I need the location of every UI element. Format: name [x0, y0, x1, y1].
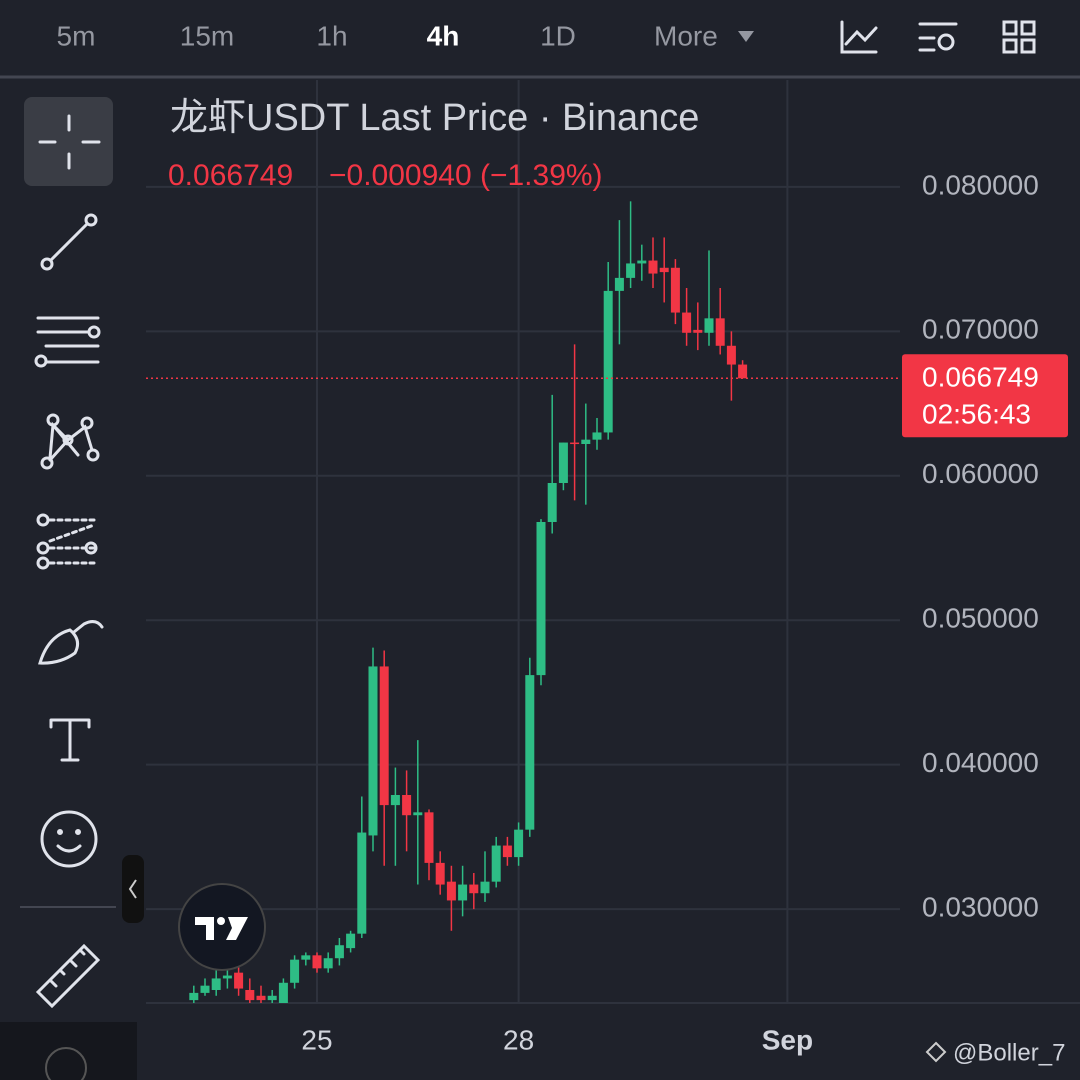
candle-body: [659, 267, 669, 273]
collapse-arrow: [128, 879, 137, 899]
candle-body: [738, 364, 748, 379]
tv-logo[interactable]: [178, 883, 266, 971]
candle-body: [514, 829, 524, 858]
more-caret: [738, 31, 754, 42]
fib-tool[interactable]: [36, 513, 98, 570]
x-tick-label: 28: [503, 1024, 534, 1055]
candle-body: [301, 955, 311, 960]
candle-body: [558, 442, 568, 483]
candle-body: [637, 260, 647, 264]
interval-tabs: 5m 15m 1h 4h 1D: [57, 20, 576, 51]
text-tool[interactable]: [49, 718, 91, 762]
candle-body: [211, 978, 221, 990]
last-price: 0.066749: [168, 159, 293, 192]
x-tick-label: 25: [301, 1024, 332, 1055]
y-tick-label: 0.050000: [922, 603, 1039, 634]
candle-body: [323, 958, 333, 969]
candle-body: [603, 290, 613, 433]
candle-body: [334, 945, 344, 959]
candle-body: [245, 990, 255, 1001]
candle-body: [402, 795, 412, 816]
candle-body: [592, 432, 602, 440]
y-tick-label: 0.060000: [922, 458, 1039, 489]
candle-body: [278, 982, 288, 1003]
candle-body: [726, 345, 736, 365]
emoji-tool[interactable]: [40, 810, 98, 868]
interval-tab[interactable]: 4h: [427, 20, 460, 51]
candle-body: [581, 439, 591, 444]
crosshair-tool-bg[interactable]: [24, 97, 113, 186]
candle-body: [357, 832, 367, 934]
ruler-tool[interactable]: [35, 943, 101, 1009]
candle-body: [458, 884, 468, 901]
candle-body: [200, 985, 210, 993]
candle-body: [715, 318, 725, 346]
y-tick-label: 0.070000: [922, 314, 1039, 345]
collapse-handle[interactable]: [122, 855, 144, 923]
candle-body: [502, 845, 512, 858]
candle-body: [435, 862, 445, 885]
x-tick-label: Sep: [762, 1024, 813, 1055]
price-tag-value: 0.066749: [922, 362, 1039, 393]
interval-tab[interactable]: 1h: [316, 20, 347, 51]
candle-body: [525, 675, 535, 830]
watermark: @Boller_7: [953, 1039, 1065, 1066]
interval-tab[interactable]: 15m: [180, 20, 234, 51]
candle-body: [267, 995, 277, 1001]
price-change: −0.000940 (−1.39%): [329, 159, 603, 192]
toolbar-footer: [0, 1022, 137, 1080]
chart: 25 28 Sep 0.030000 0.040000 0.050000 0.060000 0…: [146, 80, 1080, 1055]
tv-logo-mark: [195, 917, 248, 940]
indicators-icon[interactable]: [840, 20, 878, 54]
candle-body: [570, 442, 580, 445]
candle-body: [547, 483, 557, 522]
settings-icon[interactable]: [918, 22, 958, 52]
candle-body: [469, 884, 479, 894]
price-tag-countdown: 02:56:43: [922, 399, 1031, 430]
candle-body: [346, 933, 356, 949]
candle-body: [390, 795, 400, 806]
candle-body: [614, 277, 624, 291]
binance-icon: [925, 1041, 947, 1063]
chart-title: 龙虾USDT Last Price · Binance: [170, 97, 699, 139]
candle-body: [670, 267, 680, 313]
candle-body: [446, 881, 456, 901]
parallel-lines-tool[interactable]: [34, 316, 101, 368]
candle-body: [222, 975, 232, 979]
tv-logo-dot: [217, 917, 225, 925]
candle-body: [626, 263, 636, 278]
candle-body: [379, 666, 389, 806]
candle-body: [368, 666, 378, 836]
candle-body: [536, 522, 546, 676]
y-tick-label: 0.080000: [922, 169, 1039, 200]
candle-body: [704, 318, 714, 333]
pattern-tool[interactable]: [40, 413, 100, 470]
candle-body: [256, 995, 266, 1001]
trend-line-tool[interactable]: [40, 213, 98, 271]
candle-body: [682, 312, 692, 333]
candle-body: [424, 812, 434, 863]
y-tick-label: 0.040000: [922, 747, 1039, 778]
candle-body: [312, 955, 322, 969]
more-tab[interactable]: More: [654, 20, 718, 51]
candle-body: [189, 992, 199, 1001]
candle-body: [290, 959, 300, 983]
layout-icon[interactable]: [1002, 20, 1036, 54]
interval-tab[interactable]: 5m: [57, 20, 96, 51]
candle-body: [491, 845, 501, 882]
price-tag: [902, 354, 1068, 438]
add-button[interactable]: [45, 1047, 87, 1080]
candle-body: [234, 972, 244, 989]
y-tick-label: 0.030000: [922, 892, 1039, 923]
candle-body: [480, 881, 490, 894]
candle-body: [693, 329, 703, 333]
candle-body: [648, 260, 658, 274]
brush-tool[interactable]: [38, 620, 104, 665]
candle-body: [413, 812, 423, 816]
crosshair-tool: [38, 114, 101, 170]
interval-tab[interactable]: 1D: [540, 20, 576, 51]
